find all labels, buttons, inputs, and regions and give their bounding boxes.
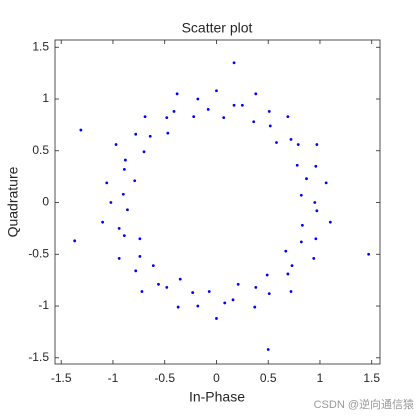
point: [101, 220, 105, 224]
point: [314, 164, 318, 168]
point: [231, 298, 235, 302]
point: [73, 239, 77, 243]
point: [206, 107, 210, 111]
point: [236, 282, 240, 286]
point: [117, 257, 121, 260]
point: [267, 292, 271, 296]
point: [315, 209, 319, 213]
point: [165, 116, 169, 120]
point: [126, 208, 129, 212]
y-tick-label: 0.5: [32, 143, 49, 157]
point: [312, 257, 316, 260]
point: [133, 179, 137, 183]
point: [232, 61, 236, 65]
point: [265, 273, 269, 277]
point: [178, 277, 182, 281]
x-tick-label: -1.5: [51, 371, 72, 385]
point: [267, 110, 271, 113]
point: [266, 348, 270, 351]
y-tick-label: -1: [38, 298, 49, 312]
x-axis-label: In-Phase: [189, 389, 245, 405]
y-axis-label: Quadrature: [5, 166, 21, 237]
point: [142, 150, 146, 154]
point: [253, 305, 257, 309]
point: [324, 181, 328, 185]
point: [223, 301, 227, 305]
point: [313, 201, 317, 204]
point: [268, 124, 272, 128]
point: [175, 92, 179, 96]
point: [296, 143, 300, 146]
x-tick-label: -0.5: [154, 371, 175, 385]
point: [172, 110, 176, 113]
point: [79, 128, 83, 132]
point: [222, 116, 226, 120]
point: [196, 97, 200, 101]
x-tick-label: 0: [213, 371, 220, 385]
y-tick-label: 0: [42, 195, 49, 209]
chart-title: Scatter plot: [182, 20, 253, 36]
y-tick-label: -0.5: [28, 246, 49, 260]
point: [148, 134, 152, 138]
point: [138, 254, 142, 258]
point: [165, 285, 169, 289]
point: [192, 115, 196, 119]
point: [166, 131, 170, 135]
point: [286, 272, 290, 276]
point: [315, 143, 319, 146]
point: [215, 317, 218, 320]
x-tick-label: 1.5: [363, 371, 380, 385]
point: [138, 237, 142, 241]
point: [117, 226, 121, 230]
point: [254, 92, 258, 96]
x-tick-label: 0.5: [260, 371, 277, 385]
point: [299, 193, 303, 197]
point: [134, 269, 138, 273]
point: [295, 163, 299, 167]
y-tick-label: 1.5: [32, 39, 49, 53]
point: [122, 234, 126, 238]
point: [134, 132, 138, 136]
point: [284, 249, 288, 253]
y-tick-label: 1: [42, 91, 49, 105]
point: [121, 192, 125, 196]
point: [252, 120, 256, 124]
point: [289, 290, 293, 293]
point: [300, 223, 304, 227]
point: [305, 177, 308, 181]
point: [196, 304, 200, 308]
point: [328, 220, 332, 224]
point: [191, 291, 195, 294]
point: [232, 103, 236, 107]
point: [122, 167, 126, 171]
point: [114, 143, 118, 146]
y-tick-label: -1.5: [28, 350, 49, 364]
point: [143, 115, 147, 119]
point: [157, 282, 160, 286]
point: [299, 240, 303, 244]
point: [289, 137, 293, 141]
point: [240, 103, 244, 107]
point: [151, 264, 155, 268]
point: [105, 181, 109, 185]
point: [290, 264, 294, 268]
point: [140, 290, 144, 293]
point: [109, 201, 113, 204]
point: [254, 285, 258, 289]
x-tick-label: -1: [108, 371, 119, 385]
point: [286, 115, 290, 119]
point: [215, 89, 218, 93]
watermark: CSDN @逆向通信猿: [314, 397, 414, 411]
point: [367, 252, 371, 256]
point: [123, 158, 127, 162]
point: [207, 290, 211, 293]
point: [314, 237, 318, 241]
point: [275, 141, 278, 144]
plot-area: [54, 39, 381, 365]
x-tick-label: 1: [317, 371, 324, 385]
point: [176, 305, 180, 309]
